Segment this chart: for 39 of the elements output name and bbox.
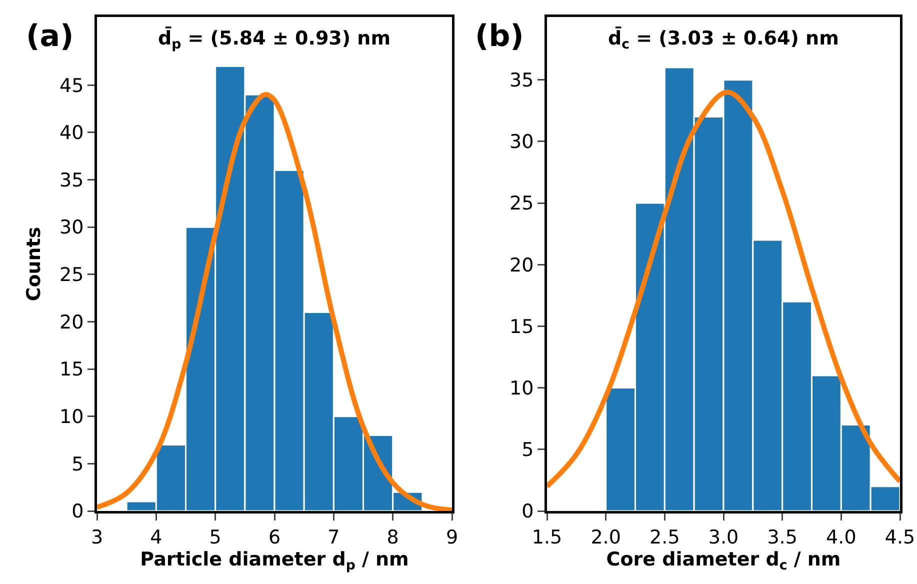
x-tick-label: 3.0	[708, 526, 739, 548]
y-tick-label: 10	[60, 406, 84, 428]
y-tick-label: 0	[72, 500, 84, 523]
y-tick-label: 5	[522, 439, 534, 462]
y-tick-label: 30	[60, 216, 84, 239]
x-axis-title: Core diameter d$_{c}$ / nm	[606, 548, 841, 574]
y-tick-label: 15	[60, 358, 84, 381]
text: (a)	[26, 19, 74, 54]
x-tick-label: 2.0	[590, 526, 621, 548]
x-tick-label: 3	[90, 526, 104, 548]
x-tick-label: 9	[446, 526, 458, 548]
x-tick-label: 3.5	[767, 526, 798, 548]
y-tick-label: 0	[522, 500, 534, 523]
y-tick-label: 25	[60, 264, 84, 286]
y-tick-label: 35	[60, 169, 84, 192]
x-tick-label: 8	[386, 526, 399, 548]
x-tick-label: 1.5	[532, 526, 562, 548]
x-tick-label: 2.5	[650, 526, 680, 548]
y-tick-label: 25	[510, 192, 534, 215]
x-tick-label: 5	[209, 526, 222, 548]
y-tick-label: 45	[60, 74, 84, 97]
x-tick-label: 4.5	[884, 526, 916, 548]
x-axis-title: Particle diameter d$_{p}$ / nm	[140, 548, 409, 574]
x-tick-label: 6	[268, 526, 281, 548]
y-axis-title: Counts	[23, 226, 46, 302]
y-tick-label: 20	[60, 311, 84, 334]
y-tick-label: 20	[510, 254, 534, 276]
x-tick-label: 7	[328, 526, 340, 548]
x-tick-label: 4.0	[826, 526, 856, 548]
y-tick-label: 10	[510, 377, 534, 400]
y-tick-label: 40	[60, 122, 84, 144]
y-tick-label: 5	[72, 453, 84, 476]
y-tick-label: 35	[510, 69, 534, 92]
y-tick-label: 30	[510, 131, 534, 154]
x-tick-label: 4	[150, 526, 162, 548]
text: (b)	[475, 19, 524, 54]
text: d̄$_{c}$ = (3.03 ± 0.64) nm	[608, 26, 839, 52]
text: d̄$_{p}$ = (5.84 ± 0.93) nm	[158, 26, 391, 52]
y-tick-label: 15	[510, 316, 534, 338]
